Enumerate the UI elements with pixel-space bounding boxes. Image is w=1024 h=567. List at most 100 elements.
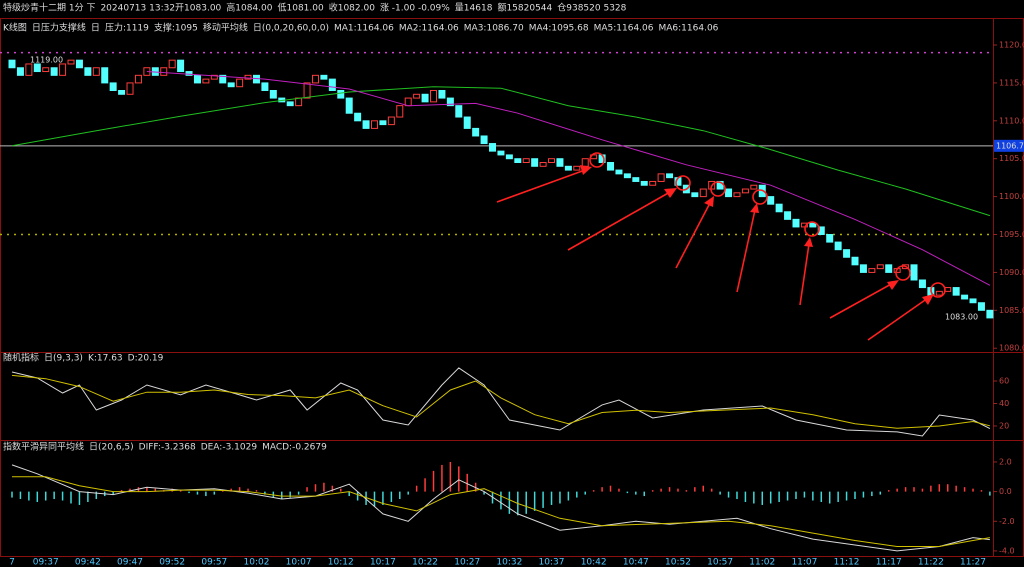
candle-body	[75, 59, 83, 69]
candle-body	[370, 120, 378, 129]
x-tick-label: 11:17	[876, 558, 902, 567]
header-text: K线图	[3, 22, 27, 34]
candle-body	[505, 154, 513, 160]
indicator-line	[11, 367, 991, 437]
arrow-head	[580, 165, 592, 175]
candle-body	[438, 89, 446, 99]
arrow	[829, 282, 894, 319]
candle-body	[986, 309, 994, 319]
x-tick-label: 7	[9, 558, 15, 567]
candle-body	[118, 89, 126, 95]
candle-body	[623, 173, 631, 179]
candle-body	[42, 67, 50, 73]
arrow-head	[887, 280, 899, 290]
candle-body	[952, 287, 960, 296]
arrow	[736, 209, 756, 293]
x-tick-label: 10:32	[496, 558, 522, 567]
annotation-marks	[496, 152, 946, 341]
x-tick-label: 10:52	[665, 558, 691, 567]
candle-body	[918, 279, 926, 289]
header-text: 支撑:1095	[154, 22, 198, 34]
x-tick-label: 10:42	[581, 558, 607, 567]
header-text: 随机指标	[3, 352, 39, 364]
candle-body	[615, 169, 623, 175]
candle-body	[725, 188, 733, 198]
candle-body	[160, 67, 168, 76]
candle-body	[480, 135, 488, 145]
circle	[589, 152, 605, 168]
annotation: 1083.00	[945, 313, 978, 322]
candle-body	[969, 298, 977, 304]
candle-body	[50, 67, 58, 76]
arrow-head	[704, 196, 714, 207]
circle	[895, 265, 911, 281]
candle-body	[834, 241, 842, 251]
candle-body	[109, 82, 117, 91]
candle-body	[666, 173, 674, 179]
candle-body	[657, 173, 665, 182]
candle-body	[25, 63, 33, 76]
arrow-head	[804, 237, 813, 247]
candle-body	[177, 59, 185, 73]
candle-body	[320, 74, 328, 80]
circle	[930, 282, 946, 298]
indicator-line	[146, 71, 991, 286]
candle-body	[463, 116, 471, 129]
header-text: MA6:1164.06	[659, 24, 719, 34]
candle-body	[843, 249, 851, 258]
annotation: 1119.00	[30, 56, 63, 65]
candle-body	[430, 89, 437, 103]
x-tick-label: 10:07	[286, 558, 312, 567]
y-tick-label: 0.0	[999, 487, 1012, 496]
candle-body	[607, 162, 615, 171]
x-tick-label: 10:47	[623, 558, 649, 567]
x-tick-label: 11:22	[918, 558, 944, 567]
x-tick-label: 11:02	[749, 558, 775, 567]
candle-body	[750, 184, 758, 190]
header-text: 日(9,3,3)	[44, 353, 83, 364]
candle-body	[514, 158, 522, 164]
header-text: 高1084.00	[226, 2, 272, 14]
candle-body	[84, 67, 92, 76]
candle-body	[548, 158, 556, 164]
candle-body	[303, 82, 311, 99]
candle-body	[193, 74, 201, 84]
candle-body	[868, 268, 876, 273]
x-tick-label: 10:57	[707, 558, 733, 567]
candle-body	[767, 196, 775, 205]
x-tick-label: 10:17	[370, 558, 396, 567]
arrow-head	[664, 188, 677, 198]
header-text: MA3:1086.70	[464, 24, 524, 34]
header-text: 20240713 13:32开1083.00	[100, 3, 221, 14]
x-tick-label: 09:57	[201, 558, 227, 567]
y-tick-label: 1115.0	[999, 78, 1024, 87]
candle-body	[573, 165, 581, 171]
candle-body	[784, 211, 792, 220]
candle-body	[632, 177, 640, 182]
candle-body	[311, 74, 319, 84]
candle-body	[387, 116, 395, 126]
y-tick-label: 60	[999, 376, 1009, 385]
candle-body	[33, 63, 41, 73]
header-text: 指数平滑异同平均线	[3, 441, 84, 453]
header-text: K:17.63	[88, 354, 123, 364]
candle-body	[775, 203, 783, 213]
candle-body	[362, 120, 370, 129]
y-tick-label: 1110.0	[999, 116, 1024, 125]
header-text: 日压力支撑线	[32, 22, 86, 34]
header-text: 压力:1119	[105, 22, 149, 34]
candle-body	[935, 290, 943, 296]
arrow	[867, 297, 929, 341]
y-tick-label: 1120.0	[999, 41, 1024, 50]
candle-body	[522, 158, 530, 164]
header-text: MA4:1095.68	[529, 24, 589, 34]
y-tick-label: -2.0	[999, 517, 1015, 526]
y-tick-label: 1105.0	[999, 154, 1024, 163]
header-text: 特级炒青十二期 1分 下	[3, 2, 95, 14]
candle-body	[101, 67, 109, 84]
candle-body	[961, 294, 969, 300]
x-tick-label: 10:27	[454, 558, 480, 567]
circle	[710, 181, 726, 197]
candle-body	[126, 82, 134, 95]
